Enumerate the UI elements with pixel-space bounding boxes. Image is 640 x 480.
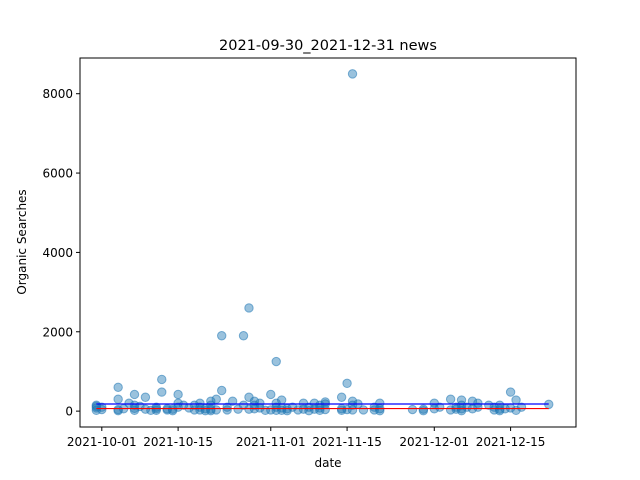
data-point — [151, 405, 162, 416]
plot-frame — [79, 57, 577, 428]
x-axis-label: date — [314, 456, 341, 470]
data-point — [178, 400, 189, 410]
data-point — [195, 402, 205, 412]
x-tick-label: 2021-12-01 — [399, 435, 469, 449]
data-point — [97, 402, 107, 412]
data-point — [347, 405, 358, 415]
y-tick-label: 8000 — [42, 87, 73, 101]
data-point — [266, 389, 276, 400]
data-point — [407, 404, 418, 415]
lines-layer — [96, 403, 549, 410]
x-axis: 2021-10-01 2021-10-15 2021-11-01 2021-11-15… — [67, 427, 546, 449]
data-point — [244, 303, 254, 313]
data-point — [287, 402, 298, 412]
data-point — [211, 394, 221, 404]
data-point — [505, 387, 516, 397]
data-point — [462, 402, 472, 412]
data-point — [211, 405, 221, 415]
data-point — [238, 331, 249, 341]
data-point — [255, 398, 265, 408]
data-point — [347, 69, 358, 79]
data-point — [271, 356, 281, 367]
x-tick-label: 2021-10-01 — [67, 435, 137, 449]
y-tick-label: 4000 — [42, 246, 73, 260]
data-point — [375, 406, 385, 416]
x-tick-label: 2021-12-15 — [476, 435, 546, 449]
data-point — [516, 402, 527, 412]
data-point — [336, 392, 347, 402]
data-point — [342, 378, 352, 389]
data-point — [473, 402, 483, 412]
data-point — [157, 387, 167, 397]
data-point — [467, 396, 478, 406]
data-point — [276, 395, 287, 405]
x-tick-label: 2021-11-15 — [312, 435, 382, 449]
data-point — [489, 402, 499, 412]
x-tick-label: 2021-10-15 — [143, 435, 213, 449]
data-point — [358, 405, 369, 415]
data-point — [173, 402, 183, 412]
data-point — [129, 389, 140, 400]
data-point — [97, 404, 107, 415]
y-tick-label: 6000 — [42, 167, 73, 181]
data-point — [445, 394, 456, 404]
data-point — [173, 389, 183, 400]
y-tick-label: 2000 — [42, 325, 73, 339]
data-point — [222, 405, 232, 415]
data-point — [418, 406, 429, 416]
y-axis-label: Organic Searches — [15, 189, 29, 294]
data-point — [435, 402, 445, 412]
data-point — [511, 395, 521, 405]
data-point — [113, 394, 123, 404]
data-point — [140, 392, 151, 402]
data-point — [320, 404, 330, 415]
data-point — [222, 402, 232, 412]
y-axis: 0 2000 4000 6000 8000 — [42, 87, 80, 419]
data-point — [217, 385, 227, 396]
data-point — [113, 382, 123, 393]
data-point — [227, 396, 238, 406]
data-point — [157, 374, 167, 385]
chart-title: 2021-09-30_2021-12-31 news — [219, 38, 437, 54]
x-tick-label: 2021-11-01 — [236, 435, 306, 449]
data-point — [249, 400, 260, 410]
data-point — [217, 331, 227, 341]
y-tick-label: 0 — [65, 405, 73, 419]
